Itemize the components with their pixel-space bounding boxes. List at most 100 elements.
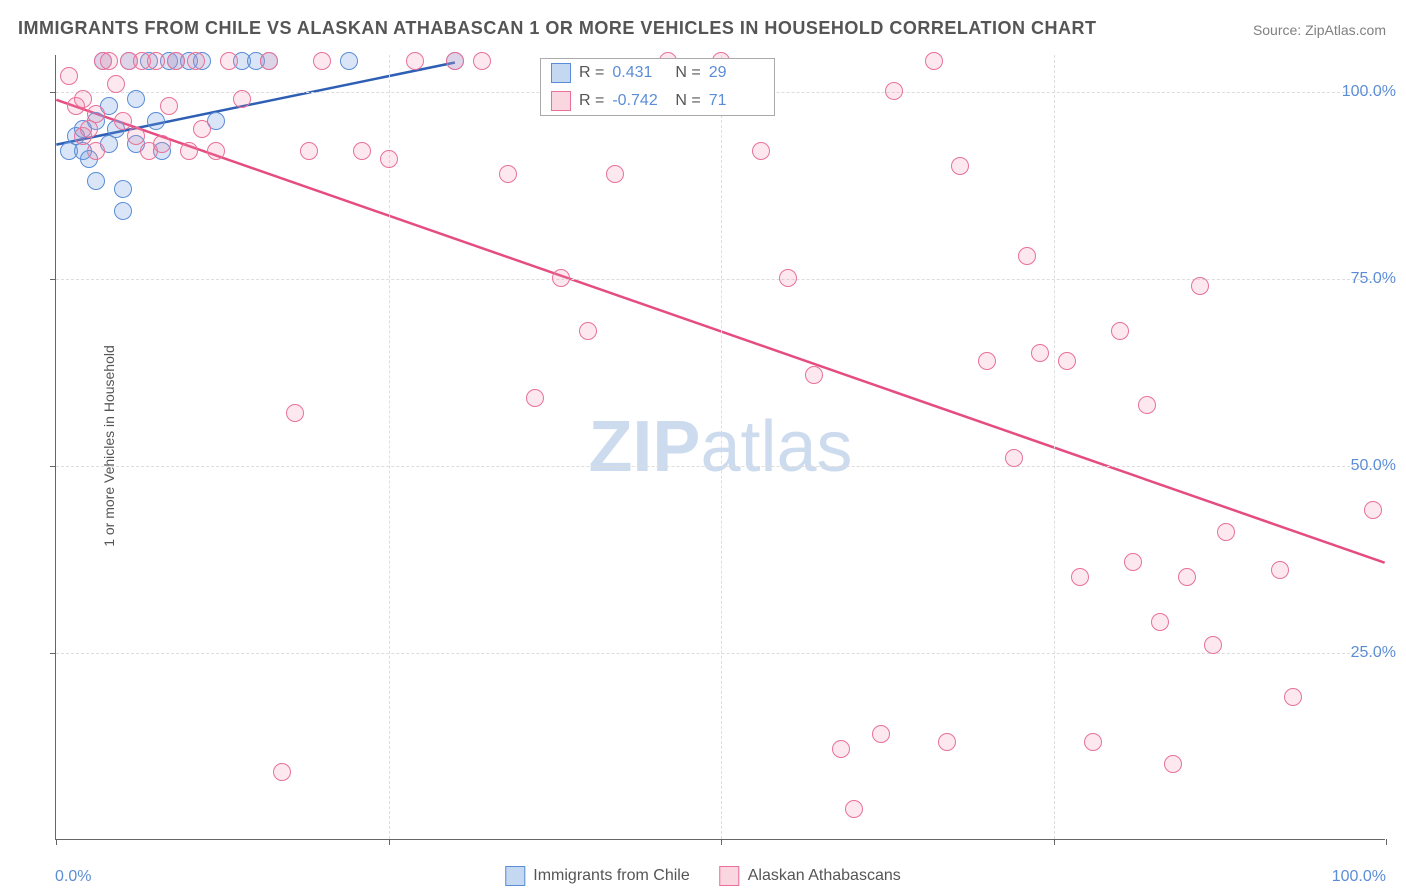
- x-tick-first: 0.0%: [55, 868, 91, 886]
- data-point: [1005, 449, 1023, 467]
- tick-left: [50, 279, 56, 280]
- r-label: R =: [579, 92, 604, 110]
- tick-left: [50, 653, 56, 654]
- data-point: [1284, 688, 1302, 706]
- data-point: [233, 90, 251, 108]
- data-point: [1031, 344, 1049, 362]
- n-value-1: 29: [709, 64, 764, 82]
- data-point: [978, 352, 996, 370]
- y-tick-label: 50.0%: [1351, 457, 1396, 475]
- swatch-blue-icon: [505, 866, 525, 886]
- tick-bottom: [1386, 839, 1387, 845]
- data-point: [220, 52, 238, 70]
- data-point: [1364, 501, 1382, 519]
- gridline-v: [721, 55, 722, 839]
- y-tick-label: 25.0%: [1351, 644, 1396, 662]
- data-point: [353, 142, 371, 160]
- gridline-v: [1054, 55, 1055, 839]
- stats-row-series1: R = 0.431 N = 29: [541, 59, 774, 87]
- data-point: [1271, 561, 1289, 579]
- stats-row-series2: R = -0.742 N = 71: [541, 87, 774, 115]
- data-point: [446, 52, 464, 70]
- data-point: [406, 52, 424, 70]
- data-point: [160, 97, 178, 115]
- data-point: [207, 142, 225, 160]
- r-value-2: -0.742: [612, 92, 667, 110]
- legend-label-1: Immigrants from Chile: [533, 867, 689, 885]
- data-point: [286, 404, 304, 422]
- legend-item-2: Alaskan Athabascans: [720, 866, 901, 886]
- data-point: [579, 322, 597, 340]
- data-point: [779, 269, 797, 287]
- data-point: [938, 733, 956, 751]
- data-point: [87, 172, 105, 190]
- data-point: [1178, 568, 1196, 586]
- data-point: [300, 142, 318, 160]
- data-point: [1217, 523, 1235, 541]
- tick-bottom: [389, 839, 390, 845]
- data-point: [87, 142, 105, 160]
- data-point: [872, 725, 890, 743]
- tick-bottom: [721, 839, 722, 845]
- data-point: [273, 763, 291, 781]
- data-point: [1151, 613, 1169, 631]
- data-point: [187, 52, 205, 70]
- data-point: [805, 366, 823, 384]
- tick-bottom: [56, 839, 57, 845]
- data-point: [107, 75, 125, 93]
- plot-area: ZIPatlas: [55, 55, 1385, 840]
- y-tick-label: 75.0%: [1351, 270, 1396, 288]
- data-point: [147, 112, 165, 130]
- chart-title: IMMIGRANTS FROM CHILE VS ALASKAN ATHABAS…: [18, 18, 1097, 39]
- data-point: [606, 165, 624, 183]
- data-point: [1111, 322, 1129, 340]
- n-label: N =: [675, 64, 700, 82]
- data-point: [74, 90, 92, 108]
- data-point: [752, 142, 770, 160]
- tick-left: [50, 466, 56, 467]
- swatch-pink-icon: [720, 866, 740, 886]
- data-point: [1018, 247, 1036, 265]
- data-point: [380, 150, 398, 168]
- x-tick-last: 100.0%: [1332, 868, 1386, 886]
- data-point: [552, 269, 570, 287]
- r-label: R =: [579, 64, 604, 82]
- tick-left: [50, 92, 56, 93]
- data-point: [153, 135, 171, 153]
- tick-bottom: [1054, 839, 1055, 845]
- data-point: [473, 52, 491, 70]
- n-value-2: 71: [709, 92, 764, 110]
- data-point: [100, 52, 118, 70]
- data-point: [499, 165, 517, 183]
- data-point: [180, 142, 198, 160]
- legend: Immigrants from Chile Alaskan Athabascan…: [505, 866, 900, 886]
- data-point: [1124, 553, 1142, 571]
- data-point: [1138, 396, 1156, 414]
- data-point: [1084, 733, 1102, 751]
- data-point: [526, 389, 544, 407]
- data-point: [845, 800, 863, 818]
- swatch-blue-icon: [551, 63, 571, 83]
- correlation-stats-box: R = 0.431 N = 29 R = -0.742 N = 71: [540, 58, 775, 116]
- gridline-v: [389, 55, 390, 839]
- data-point: [260, 52, 278, 70]
- legend-item-1: Immigrants from Chile: [505, 866, 689, 886]
- data-point: [951, 157, 969, 175]
- data-point: [1071, 568, 1089, 586]
- data-point: [1191, 277, 1209, 295]
- y-tick-label: 100.0%: [1342, 83, 1396, 101]
- data-point: [925, 52, 943, 70]
- data-point: [167, 52, 185, 70]
- data-point: [1164, 755, 1182, 773]
- data-point: [340, 52, 358, 70]
- data-point: [114, 202, 132, 220]
- data-point: [1204, 636, 1222, 654]
- data-point: [313, 52, 331, 70]
- data-point: [885, 82, 903, 100]
- source-attribution: Source: ZipAtlas.com: [1253, 22, 1386, 38]
- n-label: N =: [675, 92, 700, 110]
- data-point: [832, 740, 850, 758]
- data-point: [114, 112, 132, 130]
- data-point: [147, 52, 165, 70]
- legend-label-2: Alaskan Athabascans: [748, 867, 901, 885]
